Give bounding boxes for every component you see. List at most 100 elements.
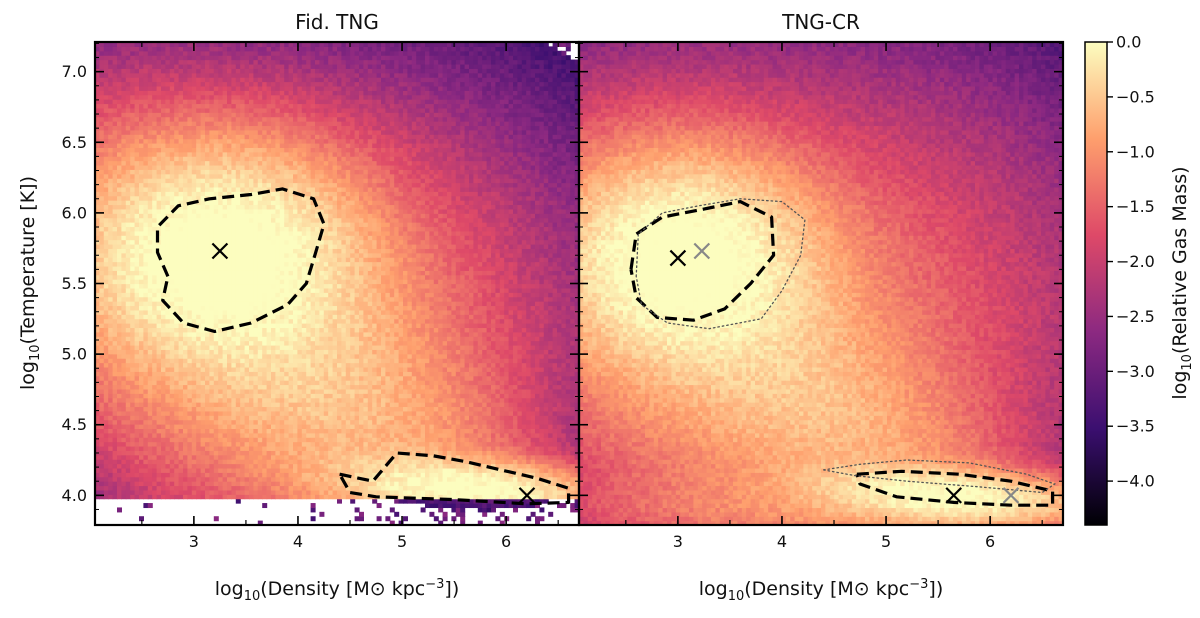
heatmap-cell <box>125 305 131 311</box>
heatmap-cell <box>134 112 140 118</box>
heatmap-cell <box>275 112 281 118</box>
heatmap-cell <box>244 344 250 350</box>
heatmap-cell <box>183 349 188 355</box>
heatmap-cell <box>196 410 202 416</box>
heatmap-cell <box>209 77 215 83</box>
heatmap-cell <box>301 90 307 96</box>
heatmap-cell <box>297 230 303 236</box>
heatmap-cell <box>183 160 188 166</box>
heatmap-cell <box>288 230 294 236</box>
heatmap-cell <box>284 353 290 359</box>
heatmap-cell <box>205 424 210 429</box>
heatmap-cell <box>301 68 307 74</box>
heatmap-cell <box>196 463 202 469</box>
heatmap-cell <box>147 257 153 263</box>
heatmap-cell <box>174 42 180 47</box>
heatmap-cell <box>231 454 237 460</box>
heatmap-cell <box>130 213 136 219</box>
heatmap-cell <box>95 441 100 447</box>
heatmap-cell <box>130 467 136 473</box>
heatmap-cell <box>205 344 210 350</box>
heatmap-cell <box>297 85 303 91</box>
heatmap-cell <box>266 283 272 289</box>
heatmap-cell <box>169 178 175 184</box>
heatmap-cell <box>244 279 250 285</box>
heatmap-cell <box>187 134 193 140</box>
heatmap-cell <box>227 204 232 210</box>
heatmap-cell <box>103 270 109 276</box>
heatmap-cell <box>249 301 254 307</box>
heatmap-cell <box>99 432 105 438</box>
heatmap-cell <box>301 191 307 197</box>
heatmap-cell <box>297 55 303 61</box>
heatmap-cell <box>152 50 158 56</box>
heatmap-cell <box>235 121 241 127</box>
heatmap-cell <box>262 397 268 403</box>
heatmap-cell <box>275 467 281 473</box>
heatmap-cell <box>125 68 131 74</box>
heatmap-cell <box>244 287 250 293</box>
heatmap-cell <box>266 336 272 342</box>
heatmap-cell <box>209 217 215 223</box>
heatmap-cell <box>279 467 285 473</box>
heatmap-cell <box>231 327 237 333</box>
heatmap-cell <box>262 467 268 473</box>
heatmap-cell <box>301 239 307 245</box>
heatmap-cell <box>213 375 219 381</box>
heatmap-cell <box>191 472 197 478</box>
heatmap-cell <box>297 81 303 87</box>
heatmap-cell <box>257 283 263 289</box>
heatmap-cell <box>169 454 175 460</box>
heatmap-cell <box>134 481 140 487</box>
heatmap-cell <box>99 204 105 210</box>
heatmap-cell <box>293 138 298 144</box>
heatmap-cell <box>191 72 197 78</box>
heatmap-cell <box>257 42 263 47</box>
heatmap-cell <box>183 200 188 206</box>
heatmap-cell <box>240 375 246 381</box>
heatmap-cell <box>301 371 307 377</box>
heatmap-cell <box>235 270 241 276</box>
heatmap-cell <box>178 353 184 359</box>
heatmap-cell <box>213 292 219 298</box>
heatmap-cell <box>165 419 171 425</box>
heatmap-cell <box>152 239 158 245</box>
heatmap-cell <box>284 182 290 188</box>
heatmap-cell <box>108 489 114 495</box>
heatmap-cell <box>103 99 109 105</box>
heatmap-cell <box>134 50 140 56</box>
heatmap-cell <box>187 467 193 473</box>
heatmap-cell <box>152 419 158 425</box>
heatmap-cell <box>169 59 175 65</box>
heatmap-cell <box>227 239 232 245</box>
heatmap-cell <box>284 419 290 425</box>
heatmap-cell <box>121 494 127 500</box>
heatmap-cell <box>205 340 210 346</box>
heatmap-cell <box>130 59 136 65</box>
heatmap-cell <box>125 362 131 368</box>
heatmap-cell <box>249 94 254 100</box>
heatmap-cell <box>284 463 290 469</box>
heatmap-cell <box>253 340 259 346</box>
heatmap-cell <box>95 489 100 495</box>
heatmap-cell <box>218 305 224 311</box>
heatmap-cell <box>244 445 250 451</box>
heatmap-cell <box>147 90 153 96</box>
heatmap-cell <box>95 213 100 219</box>
heatmap-cell <box>279 77 285 83</box>
heatmap-cell <box>262 336 268 342</box>
heatmap-cell <box>130 46 136 52</box>
heatmap-cell <box>231 472 237 478</box>
heatmap-cell <box>152 362 158 368</box>
heatmap-cell <box>143 195 149 201</box>
heatmap-cell <box>235 138 241 144</box>
heatmap-cell <box>293 309 298 315</box>
heatmap-cell <box>103 494 109 500</box>
heatmap-cell <box>213 169 219 175</box>
heatmap-cell <box>227 336 232 342</box>
heatmap-cell <box>183 243 188 249</box>
heatmap-cell <box>297 380 303 386</box>
heatmap-cell <box>288 121 294 127</box>
heatmap-cell <box>125 358 131 364</box>
heatmap-cell <box>262 450 268 456</box>
